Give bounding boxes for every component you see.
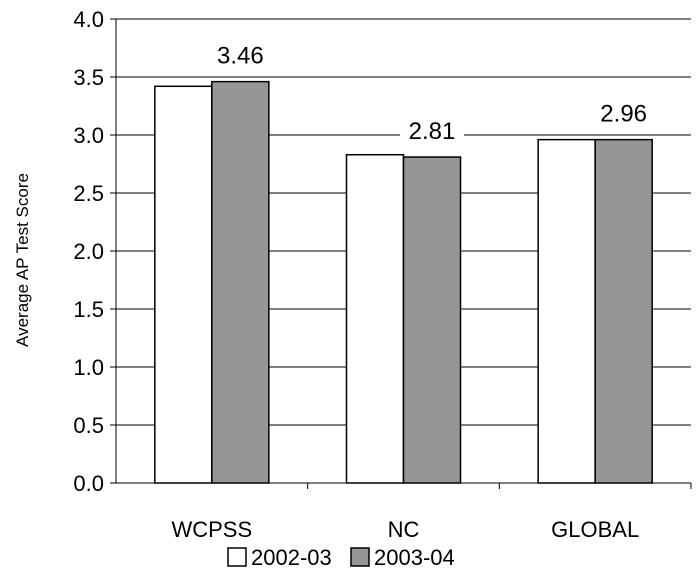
- y-axis-title: Average AP Test Score: [13, 173, 32, 347]
- bar-2002-03-NC: [345, 153, 405, 484]
- bar-2003-04-GLOBAL: [594, 138, 653, 484]
- y-tick-label: 0.5: [73, 413, 104, 438]
- data-label: 2.81: [409, 118, 456, 145]
- y-tick-labels: 0.0 0.5 1.0 1.5 2.0 2.5 3.0 3.5 4.0: [73, 7, 104, 496]
- y-tick-label: 2.5: [73, 181, 104, 206]
- category-label: GLOBAL: [551, 517, 639, 542]
- legend: 2002-03 2003-04: [227, 545, 455, 570]
- axes: [110, 18, 692, 489]
- data-label: 2.96: [600, 101, 647, 128]
- bar-2002-03-GLOBAL: [537, 138, 596, 484]
- bar-2003-04-WCPSS: [211, 80, 270, 484]
- data-label-background: [208, 39, 273, 68]
- y-tick-label: 2.0: [73, 239, 104, 264]
- data-label: 3.46: [217, 43, 264, 70]
- bar-2003-04-NC: [402, 156, 462, 484]
- bars: [154, 80, 653, 484]
- category-label: NC: [388, 517, 420, 542]
- y-tick-label: 3.0: [73, 123, 104, 148]
- y-tick-label: 1.5: [73, 297, 104, 322]
- bar-2002-03-WCPSS: [154, 85, 213, 484]
- y-tick-label: 1.0: [73, 355, 104, 380]
- data-label-background: [400, 115, 464, 144]
- y-tick-label: 3.5: [73, 65, 104, 90]
- legend-label: 2002-03: [251, 545, 332, 570]
- data-label-background: [591, 97, 656, 126]
- legend-swatch-2003-04: [350, 547, 370, 567]
- y-tick-label: 4.0: [73, 7, 104, 32]
- legend-label: 2003-04: [374, 545, 455, 570]
- category-labels: WCPSS NC GLOBAL: [171, 517, 639, 542]
- y-tick-label: 0.0: [73, 471, 104, 496]
- category-label: WCPSS: [171, 517, 252, 542]
- legend-swatch-2002-03: [227, 547, 247, 567]
- data-labels: 3.46 2.81 2.96: [208, 39, 656, 145]
